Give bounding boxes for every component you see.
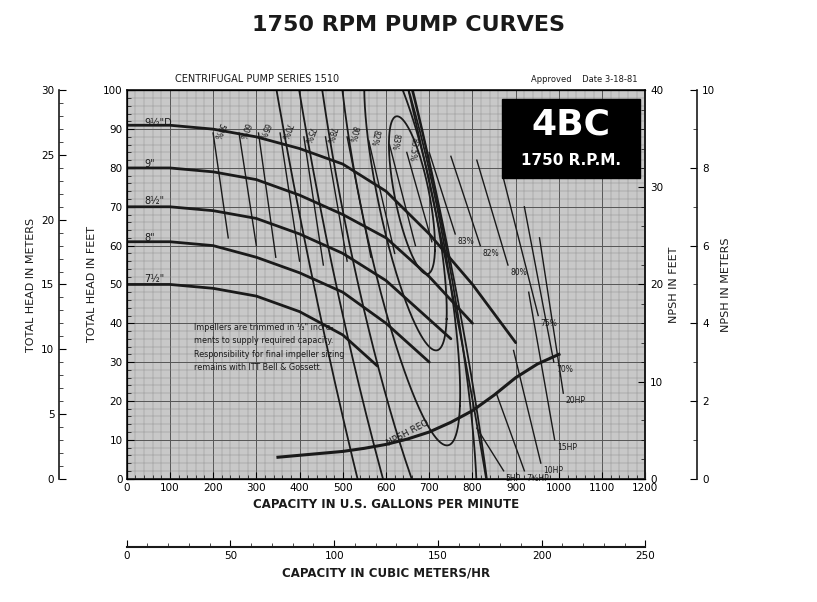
Text: 75%: 75% <box>540 319 557 327</box>
Text: 70%: 70% <box>556 365 573 374</box>
Text: 7½": 7½" <box>144 274 164 284</box>
Text: 9": 9" <box>144 159 154 169</box>
Text: 1750 R.P.M.: 1750 R.P.M. <box>521 153 621 168</box>
Y-axis label: NPSH IN FEET: NPSH IN FEET <box>669 246 679 323</box>
Text: 8½": 8½" <box>144 196 164 206</box>
Text: 9½"D: 9½"D <box>144 119 172 128</box>
Text: 80%: 80% <box>346 125 359 143</box>
Y-axis label: TOTAL HEAD IN FEET: TOTAL HEAD IN FEET <box>87 226 97 343</box>
Y-axis label: NPSH IN METERS: NPSH IN METERS <box>721 237 731 332</box>
Text: 70%: 70% <box>278 121 292 140</box>
Text: 10HP: 10HP <box>543 467 563 476</box>
Text: 4BC: 4BC <box>532 107 610 141</box>
Text: 83%: 83% <box>458 237 474 246</box>
Text: NPSH REQ: NPSH REQ <box>385 418 431 447</box>
Y-axis label: TOTAL HEAD IN METERS: TOTAL HEAD IN METERS <box>25 217 35 352</box>
Text: 15HP: 15HP <box>557 443 577 452</box>
X-axis label: CAPACITY IN CUBIC METERS/HR: CAPACITY IN CUBIC METERS/HR <box>282 567 490 580</box>
Text: 60%: 60% <box>237 121 252 140</box>
Text: 7½HP: 7½HP <box>526 474 549 483</box>
Text: 1750 RPM PUMP CURVES: 1750 RPM PUMP CURVES <box>252 15 565 35</box>
Text: 80%: 80% <box>510 268 527 278</box>
Text: 50%: 50% <box>211 122 225 140</box>
Text: 82%: 82% <box>483 249 499 258</box>
Text: 83%: 83% <box>389 132 400 150</box>
Text: 20HP: 20HP <box>565 397 586 405</box>
Text: 82%: 82% <box>368 129 380 147</box>
Text: Approved    Date 3-18-81: Approved Date 3-18-81 <box>531 75 637 84</box>
Text: 83.5%: 83.5% <box>406 137 418 161</box>
Text: 65%: 65% <box>256 122 271 140</box>
X-axis label: CAPACITY IN U.S. GALLONS PER MINUTE: CAPACITY IN U.S. GALLONS PER MINUTE <box>253 498 519 511</box>
Text: 8": 8" <box>144 233 154 243</box>
Text: 75%: 75% <box>301 125 316 144</box>
Text: 78%: 78% <box>324 125 337 144</box>
Text: Impellers are trimmed in ⅓" incre-
ments to supply required capacity.
Responsibi: Impellers are trimmed in ⅓" incre- ments… <box>194 323 344 372</box>
Text: 5HP: 5HP <box>506 474 521 483</box>
Text: CENTRIFUGAL PUMP SERIES 1510: CENTRIFUGAL PUMP SERIES 1510 <box>175 74 339 84</box>
